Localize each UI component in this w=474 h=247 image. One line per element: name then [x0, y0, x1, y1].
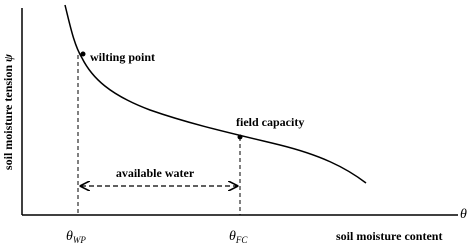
fc-symbol: θFC [229, 229, 248, 245]
wp-label: wilting point [90, 50, 155, 64]
y-axis-label: soil moisture tension ψ [1, 53, 15, 170]
theta: θ [66, 229, 73, 244]
theta: θ [229, 229, 236, 244]
y-label-text: soil moisture tension [1, 65, 15, 170]
x-axis-label: soil moisture content [336, 229, 442, 243]
wp-dot [80, 51, 86, 57]
subscript: FC [235, 235, 248, 245]
available-water-label: available water [116, 166, 195, 180]
y-label-symbol: ψ [1, 53, 15, 62]
x-axis-symbol: θ [460, 207, 467, 222]
fc-label: field capacity [236, 115, 304, 129]
subscript: WP [73, 235, 86, 245]
retention-curve [64, 4, 367, 184]
wp-symbol: θWP [66, 229, 86, 245]
fc-dot [237, 134, 243, 140]
